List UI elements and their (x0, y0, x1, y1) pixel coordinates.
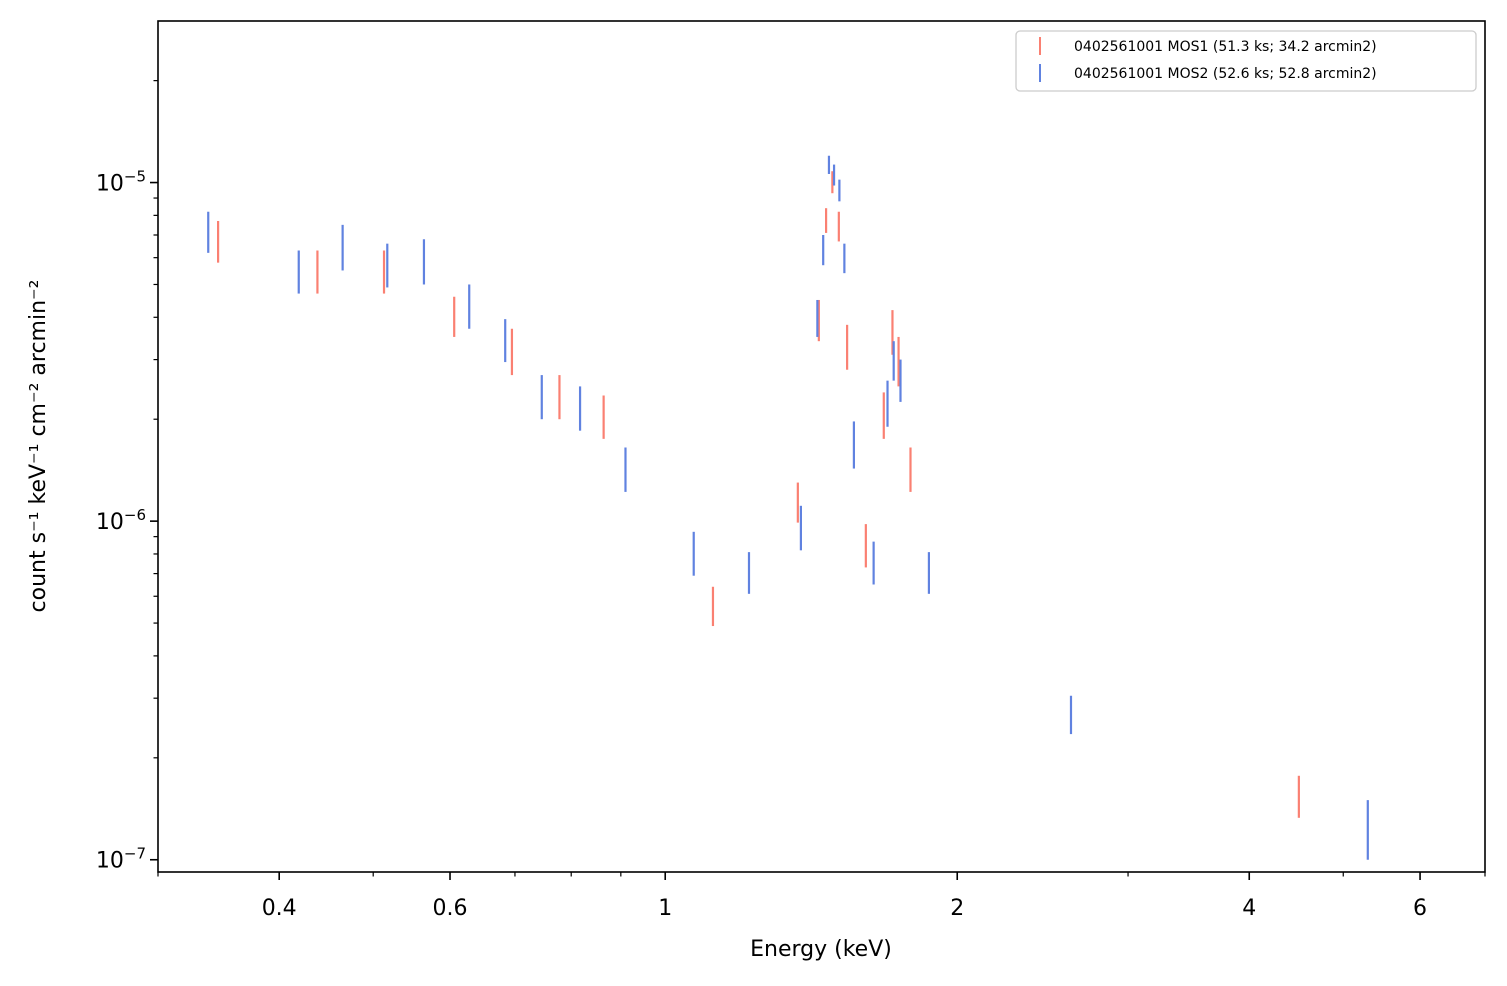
x-tick-label: 0.6 (433, 896, 468, 921)
y-axis-label: count s⁻¹ keV⁻¹ cm⁻² arcmin⁻² (26, 280, 51, 613)
x-tick-label: 1 (658, 896, 672, 921)
series-layer (207, 155, 1369, 860)
plot-area (158, 21, 1485, 872)
legend-label-mos1: 0402561001 MOS1 (51.3 ks; 34.2 arcmin2) (1074, 39, 1377, 55)
legend: 0402561001 MOS1 (51.3 ks; 34.2 arcmin2) … (1015, 30, 1477, 92)
x-tick-label: 2 (950, 896, 964, 921)
plot-frame (157, 20, 1486, 873)
x-tick-label: 4 (1242, 896, 1256, 921)
x-tick-label: 6 (1413, 896, 1427, 921)
series-2 (207, 155, 1369, 860)
legend-label-mos2: 0402561001 MOS2 (52.6 ks; 52.8 arcmin2) (1074, 66, 1377, 82)
x-tick-label: 0.4 (262, 896, 297, 921)
legend-box (1015, 30, 1477, 92)
y-tick-label: 10−7 (96, 845, 146, 874)
series-1 (216, 171, 1300, 818)
x-axis-ticks: 0.4 0.6 1 2 4 6 (157, 872, 1486, 921)
x-axis-label: Energy (keV) (750, 937, 892, 962)
